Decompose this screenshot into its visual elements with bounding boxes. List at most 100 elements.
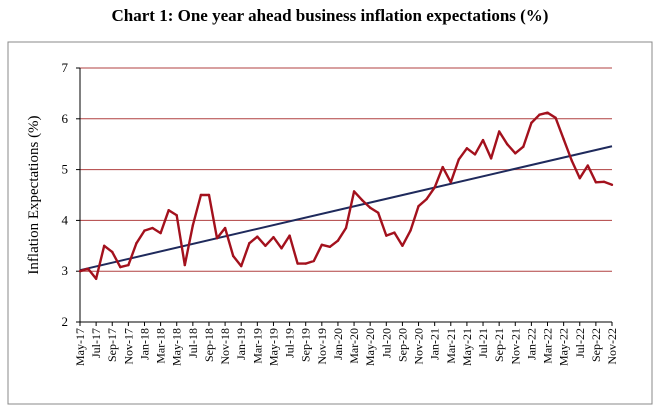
x-tick-label: May-18 <box>170 328 184 366</box>
data-point <box>199 193 203 197</box>
data-point <box>231 254 235 258</box>
data-point <box>248 242 251 245</box>
data-point <box>441 165 444 169</box>
data-point <box>586 164 590 167</box>
x-tick-label: Jan-21 <box>428 328 442 360</box>
x-tick-label: Nov-21 <box>508 328 522 365</box>
x-tick-label: Mar-19 <box>250 328 264 364</box>
data-point <box>159 231 162 235</box>
data-point <box>473 153 477 156</box>
trend-line <box>79 145 613 272</box>
x-tick-label: Nov-20 <box>412 328 426 365</box>
x-tick-label: Nov-19 <box>315 328 329 365</box>
data-point <box>562 137 565 141</box>
y-tick-label: 6 <box>62 111 69 126</box>
x-tick-label: May-17 <box>73 328 87 366</box>
data-point <box>425 197 428 201</box>
data-point <box>594 181 598 184</box>
x-tick-label: Sep-21 <box>492 328 506 362</box>
data-point <box>304 262 307 265</box>
data-point <box>119 265 122 269</box>
data-point <box>207 193 211 197</box>
data-point <box>352 190 356 193</box>
data-point <box>401 244 404 247</box>
data-point <box>360 198 364 202</box>
chart-frame <box>7 41 653 405</box>
data-point <box>86 267 90 270</box>
chart-title: Chart 1: One year ahead business inflati… <box>111 6 549 25</box>
x-tick-label: Nov-18 <box>218 328 232 365</box>
data-point <box>433 186 436 189</box>
x-tick-label: Jul-18 <box>186 328 200 358</box>
x-tick-label: Jul-20 <box>379 328 393 358</box>
x-tick-label: May-19 <box>266 328 280 366</box>
data-point <box>465 147 469 150</box>
data-point <box>393 231 396 234</box>
data-point <box>280 247 283 250</box>
data-point <box>377 211 380 214</box>
data-point <box>102 244 106 247</box>
data-point <box>223 226 227 230</box>
data-point <box>151 226 154 230</box>
y-tick-label: 3 <box>62 263 69 278</box>
x-tick-label: May-21 <box>460 328 474 366</box>
x-tick-label: May-20 <box>363 328 377 366</box>
x-tick-label: May-22 <box>557 328 571 366</box>
y-tick-label: 7 <box>62 60 69 75</box>
data-point <box>538 113 541 116</box>
data-point <box>514 152 517 155</box>
data-point <box>272 235 275 239</box>
data-point <box>240 264 243 268</box>
data-point <box>78 270 82 273</box>
x-tick-label: Sep-22 <box>589 328 603 362</box>
data-point <box>489 157 493 160</box>
data-point <box>127 263 130 267</box>
data-point <box>457 158 461 161</box>
data-point <box>183 263 186 267</box>
data-point <box>602 180 606 183</box>
data-point <box>94 277 98 281</box>
x-tick-label: Jul-17 <box>89 328 103 358</box>
data-point <box>417 204 420 208</box>
x-tick-label: Jul-19 <box>283 328 297 358</box>
data-point <box>554 116 557 119</box>
data-point <box>320 243 324 246</box>
data-point <box>191 224 195 227</box>
x-tick-label: Jan-19 <box>234 328 248 360</box>
data-point <box>111 250 114 254</box>
x-tick-label: Mar-18 <box>154 328 168 364</box>
data-point <box>385 234 388 237</box>
data-point <box>256 235 259 238</box>
data-point <box>506 143 509 146</box>
data-point <box>522 145 525 148</box>
data-point <box>328 245 332 249</box>
x-tick-labels: May-17 Jul-17 Sep-17 Nov-17 Jan-18 Mar-18 May-… <box>73 328 619 366</box>
x-tick-label: Sep-19 <box>299 328 313 362</box>
data-point <box>143 229 146 232</box>
axes <box>76 67 613 326</box>
x-tick-label: Jan-20 <box>331 328 345 360</box>
data-point <box>497 130 501 133</box>
data-point <box>215 236 219 240</box>
data-point <box>368 206 372 209</box>
data-point <box>546 111 549 114</box>
x-tick-label: Jul-21 <box>476 328 490 358</box>
x-tick-label: Sep-20 <box>395 328 409 362</box>
x-tick-label: Jan-18 <box>137 328 151 360</box>
data-point <box>175 214 178 217</box>
data-point <box>264 244 267 247</box>
x-tick-label: Nov-17 <box>121 328 135 365</box>
data-point <box>449 181 452 184</box>
y-tick-labels: 2 3 4 5 6 7 <box>62 60 69 329</box>
data-point <box>336 239 340 242</box>
gridlines <box>80 67 612 272</box>
x-tick-label: Mar-20 <box>347 328 361 364</box>
data-point <box>312 259 315 263</box>
data-point <box>530 121 533 125</box>
series-points <box>78 111 614 281</box>
x-tick-label: Mar-21 <box>444 328 458 364</box>
x-tick-label: Nov-22 <box>605 328 619 365</box>
x-tick-label: Jan-22 <box>524 328 538 360</box>
data-point <box>481 138 485 142</box>
